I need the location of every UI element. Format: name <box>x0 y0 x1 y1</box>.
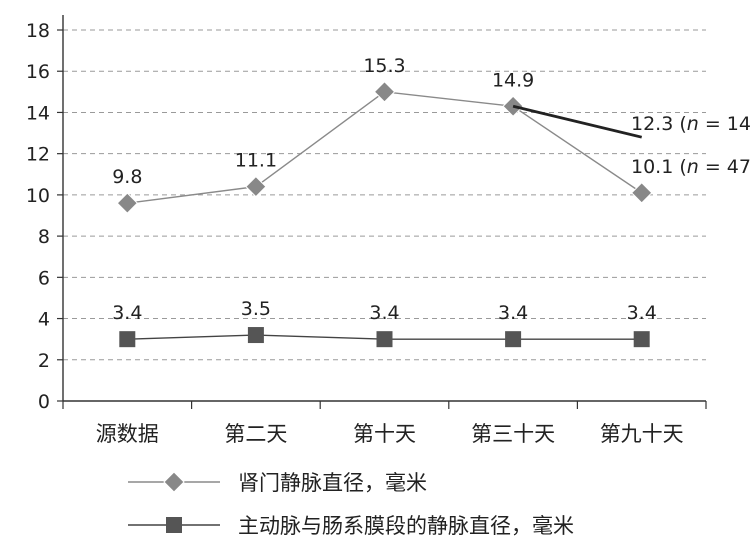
data-point <box>245 175 267 198</box>
x-tick-label: 第九十天 <box>600 422 684 446</box>
series-group: 9.8 11.1 15.3 14.9 10.1 (n = 47) 3.4 3.5 3.4 3.4… <box>112 55 751 348</box>
data-label: 3.4 <box>112 302 142 324</box>
axes <box>57 15 707 409</box>
data-point <box>630 182 653 204</box>
legend-label: 肾门静脉直径，毫米 <box>238 471 427 495</box>
data-label: 3.4 <box>627 302 657 324</box>
y-tick-label: 10 <box>26 185 50 207</box>
annotations: 12.3 (n = 14) <box>512 104 751 139</box>
y-tick-label: 8 <box>38 226 50 248</box>
y-axis-ticks: 0 2 4 6 8 10 12 14 16 18 <box>26 20 50 413</box>
data-label: 15.3 <box>363 55 405 77</box>
x-tick-label: 第三十天 <box>471 422 555 446</box>
data-label: 3.4 <box>369 302 399 324</box>
y-tick-label: 12 <box>26 144 50 166</box>
x-tick-label: 第十天 <box>353 422 416 446</box>
x-tick-label: 第二天 <box>224 422 287 446</box>
data-label: 3.5 <box>241 298 271 320</box>
legend-marker <box>163 471 185 493</box>
data-point <box>116 192 139 214</box>
data-point <box>119 331 136 348</box>
data-point <box>373 81 396 103</box>
y-tick-label: 0 <box>38 391 50 413</box>
legend-label: 主动脉与肠系膜段的静脉直径，毫米 <box>238 514 574 538</box>
y-tick-label: 4 <box>38 309 50 331</box>
data-point <box>505 331 522 348</box>
data-label: 11.1 <box>235 150 277 172</box>
grid-lines <box>63 29 706 361</box>
data-point <box>633 331 650 348</box>
y-tick-label: 14 <box>26 102 50 124</box>
legend-marker <box>166 517 182 533</box>
data-label: 9.8 <box>112 166 142 188</box>
y-tick-label: 18 <box>26 20 50 42</box>
data-point <box>247 327 264 344</box>
y-tick-label: 6 <box>38 267 50 289</box>
annotation-label: 12.3 (n = 14) <box>631 113 751 135</box>
data-label: 3.4 <box>498 302 528 324</box>
x-axis-ticks: 源数据 第二天 第十天 第三十天 第九十天 <box>96 422 684 446</box>
data-point <box>376 331 393 348</box>
y-tick-label: 2 <box>38 350 50 372</box>
y-tick-label: 16 <box>26 61 50 83</box>
series-line <box>127 91 643 204</box>
annotation-line <box>512 104 643 139</box>
x-tick-label: 源数据 <box>96 422 159 446</box>
data-label: 14.9 <box>492 69 534 91</box>
data-label: 10.1 (n = 47) <box>631 156 751 178</box>
